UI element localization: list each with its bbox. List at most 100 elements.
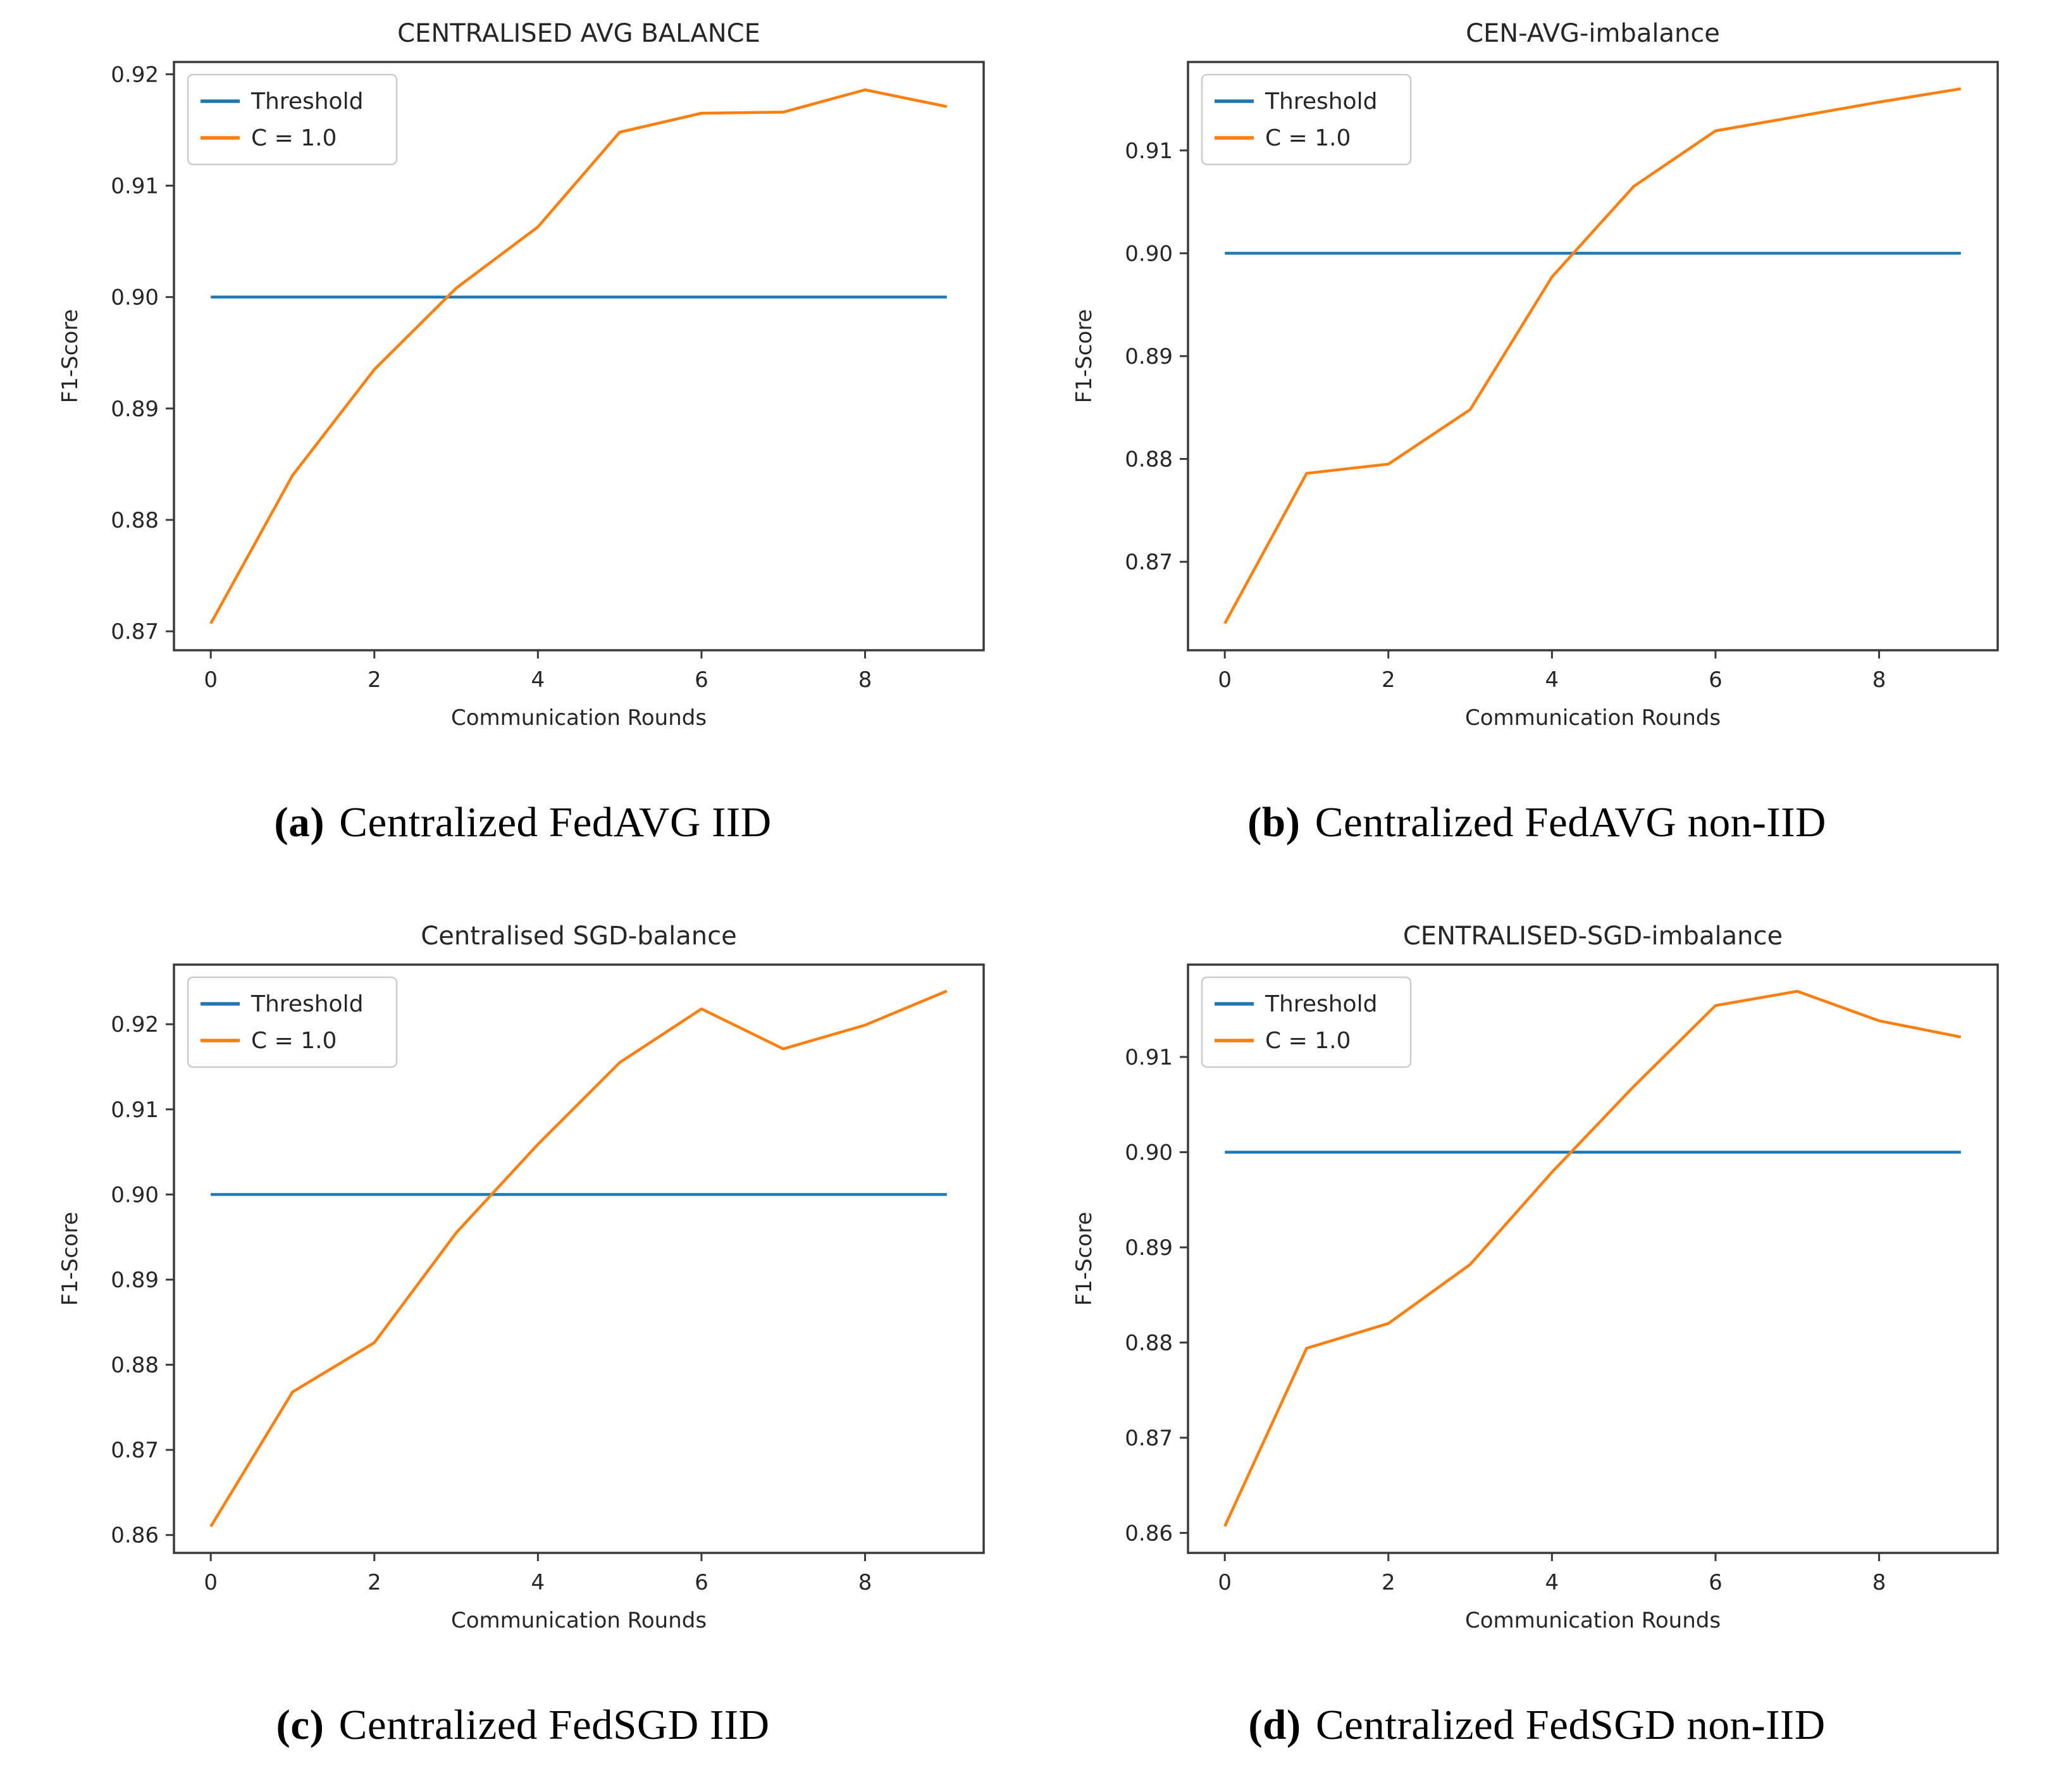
legend-label: Threshold: [1265, 991, 1377, 1017]
chart-title: CENTRALISED-SGD-imbalance: [1403, 922, 1783, 951]
chart-b: CEN-AVG-imbalance 0.87 0.88 0.89 0.90 0.91 0 2 4…: [1058, 10, 2015, 744]
y-axis-label: F1-Score: [1072, 1212, 1097, 1306]
plot-border: [173, 963, 985, 1554]
plot-border: [173, 61, 985, 652]
x-tick-label: 0: [1218, 667, 1232, 693]
chart-a-svg: CENTRALISED AVG BALANCE0.870.880.890.900…: [58, 19, 985, 731]
chart-b-svg: CEN-AVG-imbalance 0.87 0.88 0.89 0.90 0.91 0 2 4…: [1072, 19, 1999, 731]
x-tick-label: 0: [1218, 1570, 1232, 1595]
x-tick-label: 8: [1872, 667, 1886, 693]
y-tick-label: 0.92: [111, 62, 159, 87]
caption-d-text: Centralized FedSGD non-IID: [1315, 1702, 1826, 1748]
y-tick-label: 0.89: [111, 397, 159, 422]
subplot-d: CENTRALISED-SGD-imbalance 0.86 0.87 0.88 0.8…: [1058, 913, 2015, 1750]
chart-title: CENTRALISED AVG BALANCE: [397, 19, 760, 48]
subplot-a: CENTRALISED AVG BALANCE 0.87 0.88 0.89 0.90 0…: [44, 10, 1001, 847]
x-tick-label: 2: [1382, 1570, 1395, 1595]
x-axis-label: Communication Rounds: [1465, 705, 1721, 731]
legend-label: C = 1.0: [251, 1028, 337, 1054]
subplot-b: CEN-AVG-imbalance 0.87 0.88 0.89 0.90 0.91 0 2 4…: [1058, 10, 2015, 847]
x-tick-label: 0: [204, 667, 218, 693]
y-tick-label: 0.89: [1125, 344, 1173, 369]
y-tick-label: 0.90: [1125, 1140, 1173, 1165]
y-tick-label: 0.89: [1125, 1235, 1173, 1261]
series-line: [1223, 989, 1962, 1527]
x-tick-label: 2: [368, 1570, 381, 1595]
y-axis-label: F1-Score: [1072, 309, 1097, 404]
series-line: [1223, 87, 1962, 624]
legend-label: Threshold: [251, 991, 363, 1017]
caption-a-label: (a): [274, 799, 325, 846]
x-tick-label: 6: [695, 1570, 708, 1595]
y-tick-label: 0.86: [111, 1523, 159, 1548]
y-tick-label: 0.91: [1125, 1045, 1173, 1070]
y-tick-label: 0.87: [1125, 1426, 1173, 1451]
axes: 0.87 0.88 0.89 0.90 0.91 0.92 0 2 4 6 8: [111, 61, 985, 693]
y-tick-label: 0.91: [1125, 139, 1173, 164]
x-tick-label: 8: [1872, 1570, 1886, 1595]
y-tick-label: 0.88: [1125, 1330, 1173, 1356]
x-tick-label: 0: [204, 1570, 218, 1595]
y-tick-label: 0.88: [111, 508, 159, 533]
legend-box: [1201, 976, 1412, 1068]
caption-c: (c) Centralized FedSGD IID: [276, 1701, 770, 1750]
legend-label: C = 1.0: [1265, 125, 1351, 151]
x-tick-label: 4: [1545, 1570, 1559, 1595]
caption-c-text: Centralized FedSGD IID: [338, 1702, 770, 1748]
y-tick-label: 0.90: [111, 285, 159, 311]
legend: Threshold C = 1.0: [1201, 976, 1412, 1068]
y-axis-label: F1-Score: [58, 1212, 83, 1306]
x-axis-label: Communication Rounds: [451, 705, 707, 731]
x-tick-label: 6: [695, 667, 708, 693]
subplot-grid: CENTRALISED AVG BALANCE 0.87 0.88 0.89 0.90 0…: [44, 10, 2015, 1750]
legend: Threshold C = 1.0: [187, 976, 398, 1068]
legend-box: [187, 73, 398, 166]
caption-b-label: (b): [1247, 799, 1301, 846]
x-tick-label: 2: [368, 667, 381, 693]
legend-label: Threshold: [251, 89, 363, 114]
x-tick-label: 8: [858, 1570, 872, 1595]
legend-label: C = 1.0: [251, 125, 337, 151]
x-tick-label: 8: [858, 667, 872, 693]
caption-a: (a) Centralized FedAVG IID: [274, 798, 771, 847]
axes: 0.87 0.88 0.89 0.90 0.91 0 2 4 6 8: [1125, 61, 1999, 693]
x-axis-label: Communication Rounds: [451, 1608, 707, 1633]
y-axis-label: F1-Score: [58, 309, 83, 404]
legend-label: C = 1.0: [1265, 1028, 1351, 1054]
chart-d-svg: CENTRALISED-SGD-imbalance0.860.870.880.8…: [1072, 922, 1999, 1633]
x-tick-label: 6: [1709, 1570, 1723, 1595]
y-tick-label: 0.90: [1125, 241, 1173, 266]
axes: 0.86 0.87 0.88 0.89 0.90 0.91 0.92 0 2 4 6 8: [111, 963, 985, 1595]
plot-border: [1187, 963, 1999, 1554]
series-line: [209, 88, 948, 624]
y-tick-label: 0.91: [111, 174, 159, 199]
y-tick-label: 0.86: [1125, 1521, 1173, 1546]
chart-d: CENTRALISED-SGD-imbalance 0.86 0.87 0.88 0.8…: [1058, 913, 2015, 1647]
y-tick-label: 0.92: [111, 1012, 159, 1037]
caption-b-text: Centralized FedAVG non-IID: [1315, 799, 1826, 846]
caption-d-label: (d): [1248, 1702, 1301, 1748]
chart-title: Centralised SGD-balance: [421, 922, 736, 951]
axes: 0.86 0.87 0.88 0.89 0.90 0.91 0 2 4 6 8: [1125, 963, 1999, 1595]
caption-a-text: Centralized FedAVG IID: [339, 799, 772, 846]
series-line: [209, 989, 948, 1528]
caption-b: (b) Centralized FedAVG non-IID: [1247, 798, 1826, 847]
y-tick-label: 0.89: [111, 1268, 159, 1293]
chart-a: CENTRALISED AVG BALANCE 0.87 0.88 0.89 0.90 0…: [44, 10, 1001, 744]
legend: Threshold C = 1.0: [187, 73, 398, 166]
x-tick-label: 6: [1709, 667, 1723, 693]
y-tick-label: 0.88: [1125, 447, 1173, 473]
y-tick-label: 0.91: [111, 1097, 159, 1123]
chart-title: CEN-AVG-imbalance: [1466, 19, 1720, 48]
y-tick-label: 0.87: [111, 1438, 159, 1463]
legend-box: [1201, 73, 1412, 166]
legend-box: [187, 976, 398, 1068]
chart-c: Centralised SGD-balance 0.86 0.87 0.88 0.89 0…: [44, 913, 1001, 1647]
subplot-c: Centralised SGD-balance 0.86 0.87 0.88 0.89 0…: [44, 913, 1001, 1750]
chart-c-svg: Centralised SGD-balance 0.86 0.87 0.88 0.89 0…: [58, 922, 985, 1633]
y-tick-label: 0.87: [1125, 550, 1173, 575]
x-tick-label: 4: [531, 1570, 545, 1595]
y-tick-label: 0.88: [111, 1353, 159, 1378]
x-tick-label: 2: [1382, 667, 1395, 693]
x-tick-label: 4: [1545, 667, 1559, 693]
